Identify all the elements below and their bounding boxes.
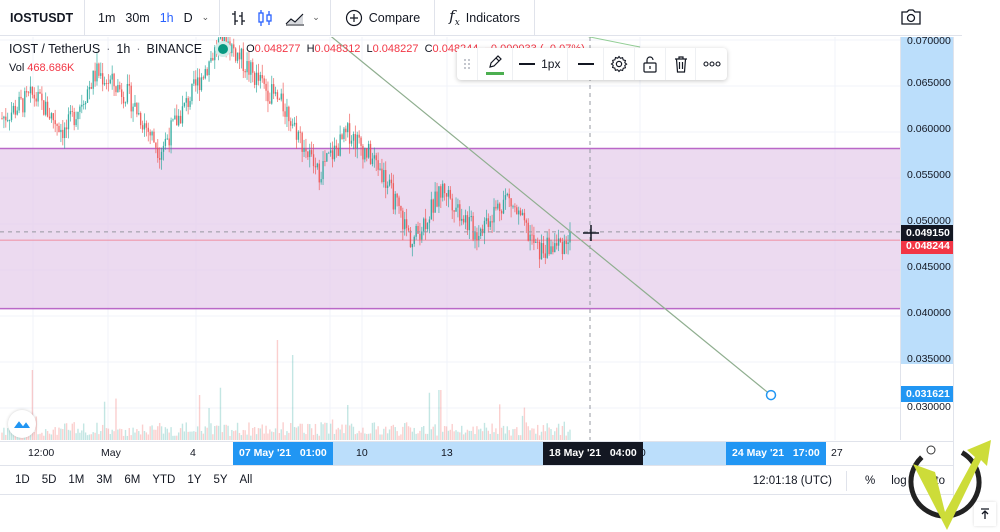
volume-label: Vol (9, 62, 25, 74)
tradingview-logo-icon (13, 418, 31, 428)
crosshair-time-label: 18 May '21 04:00 (543, 442, 643, 465)
indicators-label: Indicators (465, 10, 520, 25)
settings-icon[interactable] (604, 48, 636, 80)
line-style-icon (577, 63, 594, 65)
price-tick: 0.065000 (907, 77, 951, 89)
price-axis[interactable]: 0.070000 0.065000 0.060000 0.055000 0.05… (900, 35, 954, 440)
price-tick: 0.030000 (907, 401, 951, 413)
range-3m[interactable]: 3M (96, 474, 113, 486)
range-1d[interactable]: 1D (15, 474, 30, 486)
time-tick: 13 (441, 447, 453, 459)
price-chart[interactable] (0, 37, 900, 440)
crosshair-price-label: 0.049150 (901, 225, 954, 241)
legend-low: 0.048227 (372, 43, 419, 55)
trash-icon[interactable] (666, 48, 697, 80)
chevron-down-icon[interactable]: ⌄ (201, 12, 210, 22)
compare-group: Compare (331, 0, 436, 35)
line-width-icon (519, 63, 536, 65)
range-1y[interactable]: 1Y (187, 474, 202, 486)
utc-clock[interactable]: 12:01:18 (UTC) (753, 471, 848, 491)
time-tick: 10 (356, 447, 368, 459)
time-tick: 4 (190, 447, 196, 459)
time-tick: 27 (831, 447, 843, 459)
time-axis-selection (233, 442, 817, 465)
range-6m[interactable]: 6M (124, 474, 141, 486)
chart-type-group: ⌄ (220, 0, 331, 35)
time-tick: May (101, 447, 121, 459)
price-tick: 0.050000 (907, 215, 951, 227)
drag-handle-icon[interactable] (457, 48, 479, 80)
tradingview-logo-button[interactable] (8, 410, 36, 438)
interval-d[interactable]: D (183, 10, 193, 25)
price-tick: 0.070000 (907, 35, 951, 47)
range-all[interactable]: All (239, 474, 253, 486)
line-style-button[interactable] (568, 48, 605, 80)
legend-exchange: BINANCE (146, 42, 203, 56)
bar-chart-icon[interactable] (228, 7, 250, 29)
range-5y[interactable]: 5Y (213, 474, 228, 486)
watermark-checkmark-logo (908, 440, 991, 530)
camera-icon[interactable] (900, 8, 924, 28)
time-tick: 12:00 (28, 447, 55, 459)
line-width-button[interactable]: 1px (513, 48, 569, 80)
legend-interval: 1h (116, 42, 131, 56)
legend-symbol: IOST / TetherUS (9, 42, 101, 56)
line-color-swatch (485, 71, 504, 75)
chevron-down-icon[interactable]: ⌄ (312, 12, 320, 22)
volume-value: 468.686K (27, 62, 75, 74)
price-tick: 0.035000 (907, 353, 951, 365)
arrow-up-to-line-icon (981, 508, 989, 519)
volume-legend: Vol 468.686K (9, 62, 74, 74)
price-tick: 0.055000 (907, 169, 951, 181)
chart-pane[interactable] (0, 37, 900, 440)
range-end-label: 24 May '21 17:00 (726, 442, 826, 465)
line-color-button[interactable] (478, 48, 513, 80)
symbol-search[interactable]: IOSTUSDT (0, 0, 85, 35)
candlestick-icon[interactable] (254, 7, 276, 29)
line-width-label: 1px (541, 57, 561, 71)
legend-open: 0.048277 (254, 43, 301, 55)
price-axis-selection (901, 37, 954, 364)
right-toolbar-gutter (953, 37, 1000, 497)
indicators-button[interactable]: fx Indicators (441, 7, 528, 28)
range-1m[interactable]: 1M (68, 474, 85, 486)
compare-label: Compare (368, 10, 421, 25)
range-5d[interactable]: 5D (41, 474, 57, 486)
price-tick: 0.060000 (907, 123, 951, 135)
price-tick: 0.040000 (907, 307, 951, 319)
fx-icon: fx (449, 7, 460, 28)
range-start-label: 07 May '21 01:00 (233, 442, 333, 465)
last-price-label: 0.048244 (901, 238, 954, 254)
top-toolbar: IOSTUSDT 1m 30m 1h D ⌄ ⌄ Compare (0, 0, 962, 36)
pencil-icon (488, 54, 502, 68)
more-icon[interactable] (696, 48, 727, 80)
bottom-toolbar: 1D 5D 1M 3M 6M YTD 1Y 5Y All 12:01:18 (U… (0, 465, 953, 495)
indicators-group: fx Indicators (435, 0, 535, 35)
interval-1h[interactable]: 1h (159, 10, 174, 25)
time-axis[interactable]: 12:00 May 4 10 13 20 27 07 May '21 01:00… (0, 441, 953, 465)
scroll-to-top-button[interactable] (974, 502, 996, 526)
drawing-toolbar: 1px (457, 48, 727, 80)
interval-group: 1m 30m 1h D ⌄ (85, 0, 221, 35)
percent-toggle[interactable]: % (865, 475, 876, 487)
price-tick: 0.045000 (907, 261, 951, 273)
trendline-price-label: 0.031621 (901, 386, 954, 402)
interval-1m[interactable]: 1m (98, 10, 116, 25)
interval-30m[interactable]: 30m (125, 10, 150, 25)
log-toggle[interactable]: log (891, 475, 907, 487)
plus-circle-icon (345, 9, 362, 26)
unlock-icon[interactable] (635, 48, 666, 80)
legend-high: 0.048312 (314, 43, 361, 55)
area-chart-icon[interactable] (284, 7, 306, 29)
compare-button[interactable]: Compare (337, 9, 428, 27)
range-ytd[interactable]: YTD (152, 474, 176, 486)
market-status-dot[interactable] (218, 44, 229, 54)
